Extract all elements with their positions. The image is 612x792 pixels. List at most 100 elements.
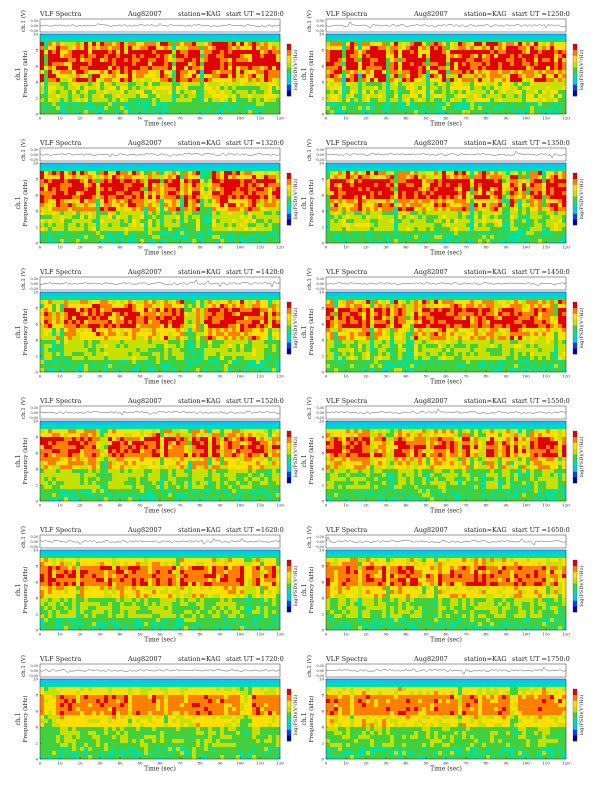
spectrogram-cell [426, 38, 430, 42]
spectrogram-cell [224, 227, 228, 231]
spectrogram-cell [546, 82, 550, 86]
spectrogram-cell [474, 82, 478, 86]
spectrogram-cell [334, 195, 338, 199]
spectrogram-cell [252, 38, 256, 42]
spectrogram-cell [502, 163, 506, 167]
spectrogram-cell [104, 179, 108, 183]
spectrogram-cell [354, 231, 358, 235]
spectrogram-cell [550, 94, 554, 98]
spectrogram-cell [264, 46, 268, 50]
spectrogram-cell [342, 94, 346, 98]
spectrogram-cell [542, 175, 546, 179]
spectrogram-cell [260, 235, 264, 239]
spectrogram-cell [108, 66, 112, 70]
spectrogram-cell [144, 191, 148, 195]
spectrogram-cell [338, 86, 342, 90]
spectrogram-cell [434, 82, 438, 86]
spectrogram-cell [100, 74, 104, 78]
x-tick-label: 80 [483, 116, 489, 121]
spectrogram-cell [354, 219, 358, 223]
spectrogram-cell [40, 239, 44, 243]
spectrogram-cell [406, 34, 410, 38]
colorbar-segment [573, 79, 577, 85]
spectrogram-cell [394, 78, 398, 82]
spectrogram-channel-label: ch.1 [15, 68, 22, 81]
spectrogram-cell [92, 98, 96, 102]
spectrogram-cell [418, 227, 422, 231]
spectrogram-cell [522, 179, 526, 183]
spectrogram-cell [462, 235, 466, 239]
spectrogram-cell [40, 187, 44, 191]
spectrogram-cell [68, 54, 72, 58]
spectrogram-cell [180, 78, 184, 82]
spectrogram-cell [538, 42, 542, 46]
spectrogram-cell [140, 66, 144, 70]
spectrogram-cell [470, 98, 474, 102]
spectrogram-cell [422, 203, 426, 207]
spectrogram-cell [554, 179, 558, 183]
spectrogram-cell [402, 223, 406, 227]
spectrogram-cell [486, 231, 490, 235]
spectrogram-cell [76, 207, 80, 211]
spectrogram-cell [64, 86, 68, 90]
x-tick-label: 90 [503, 116, 509, 121]
spectrogram-cell [180, 231, 184, 235]
spectrogram-cell [390, 187, 394, 191]
spectrogram-cell [550, 106, 554, 110]
spectrogram-cell [64, 211, 68, 215]
spectrogram-cell [264, 227, 268, 231]
spectrogram-cell [374, 82, 378, 86]
spectrogram-cell [188, 191, 192, 195]
spectrogram-cell [100, 42, 104, 46]
spectrogram-cell [44, 195, 48, 199]
spectrogram-cell [72, 167, 76, 171]
spectrogram-cell [260, 98, 264, 102]
colorbar-segment [573, 61, 577, 67]
spectrogram-cell [144, 102, 148, 106]
spectrogram-cell [518, 34, 522, 38]
spectrogram-cell [48, 54, 52, 58]
spectrogram-cell [514, 58, 518, 62]
spectrogram-cell [204, 171, 208, 175]
spectrogram-cell [176, 223, 180, 227]
spectrogram-cell [550, 183, 554, 187]
spectrogram-cell [56, 106, 60, 110]
spectrogram-cell [148, 38, 152, 42]
spectrogram-cell [422, 34, 426, 38]
spectrogram-cell [490, 62, 494, 66]
spectrogram-cell [264, 54, 268, 58]
spectrogram-cell [76, 203, 80, 207]
spectrogram-cell [390, 94, 394, 98]
spectrogram-cell [144, 62, 148, 66]
spectrogram-cell [534, 58, 538, 62]
spectrogram-cell [156, 62, 160, 66]
spectrogram-cell [180, 187, 184, 191]
spectrogram-cell [128, 62, 132, 66]
spectrogram-cell [176, 163, 180, 167]
spectrogram-cell [108, 82, 112, 86]
spectrogram-cell [402, 94, 406, 98]
spectrogram-cell [68, 34, 72, 38]
spectrogram-cell [276, 110, 280, 114]
spectrogram-cell [390, 74, 394, 78]
spectrogram-cell [88, 239, 92, 243]
spectrogram-cell [216, 219, 220, 223]
spectrogram-cell [346, 215, 350, 219]
spectrogram-cell [196, 74, 200, 78]
spectrogram-cell [40, 50, 44, 54]
spectrogram-cell [264, 34, 268, 38]
spectrogram-cell [510, 163, 514, 167]
spectrogram-cell [232, 171, 236, 175]
spectrogram-cell [172, 227, 176, 231]
spectrogram-cell [132, 179, 136, 183]
spectrogram-cell [80, 199, 84, 203]
spectrogram-cell [212, 98, 216, 102]
spectrogram-cell [172, 239, 176, 243]
spectrogram-cell [458, 42, 462, 46]
spectrogram-cell [200, 191, 204, 195]
spectrogram-cell [438, 215, 442, 219]
spectrogram-cell [490, 42, 494, 46]
spectrogram-cell [550, 42, 554, 46]
spectrogram-cell [48, 199, 52, 203]
spectrogram-cell [530, 219, 534, 223]
